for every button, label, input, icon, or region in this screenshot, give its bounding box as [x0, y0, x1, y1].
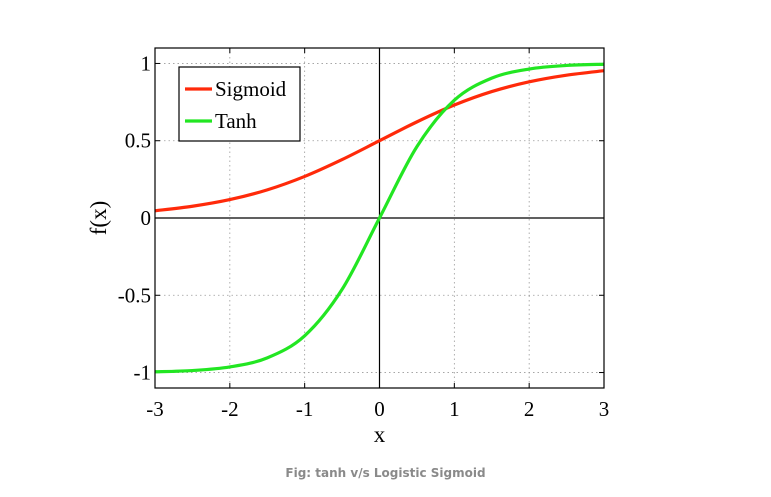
legend-box	[178, 66, 301, 142]
y-tick-label: 0.5	[125, 129, 151, 153]
figure-caption: Fig: tanh v/s Logistic Sigmoid	[285, 466, 486, 480]
y-tick-label: 1	[141, 51, 152, 75]
x-tick-label: 1	[449, 397, 460, 421]
x-axis-label: x	[374, 422, 386, 447]
x-tick-label: -3	[146, 397, 164, 421]
plot-frame	[154, 47, 605, 389]
x-tick-label: 3	[599, 397, 610, 421]
x-tick-label: 2	[524, 397, 535, 421]
series-line-sigmoid	[154, 69, 605, 213]
legend-label-tanh: Tanh	[215, 109, 257, 133]
series-line-tanh	[154, 62, 605, 374]
x-tick-label: -1	[296, 397, 314, 421]
y-axis-label: f(x)	[86, 201, 111, 235]
legend-label-sigmoid: Sigmoid	[215, 77, 287, 101]
y-tick-label: -1	[134, 361, 152, 385]
x-tick-label: -2	[221, 397, 239, 421]
y-tick-label: -0.5	[118, 283, 151, 307]
y-tick-label: 0	[141, 206, 152, 230]
x-tick-labels: -3 -2 -1 0 1 2 3	[146, 397, 609, 421]
y-tick-labels: 1 0.5 0 -0.5 -1	[118, 51, 151, 384]
legend: Sigmoid Tanh	[178, 66, 301, 142]
x-tick-label: 0	[374, 397, 385, 421]
series-lines	[154, 62, 605, 374]
